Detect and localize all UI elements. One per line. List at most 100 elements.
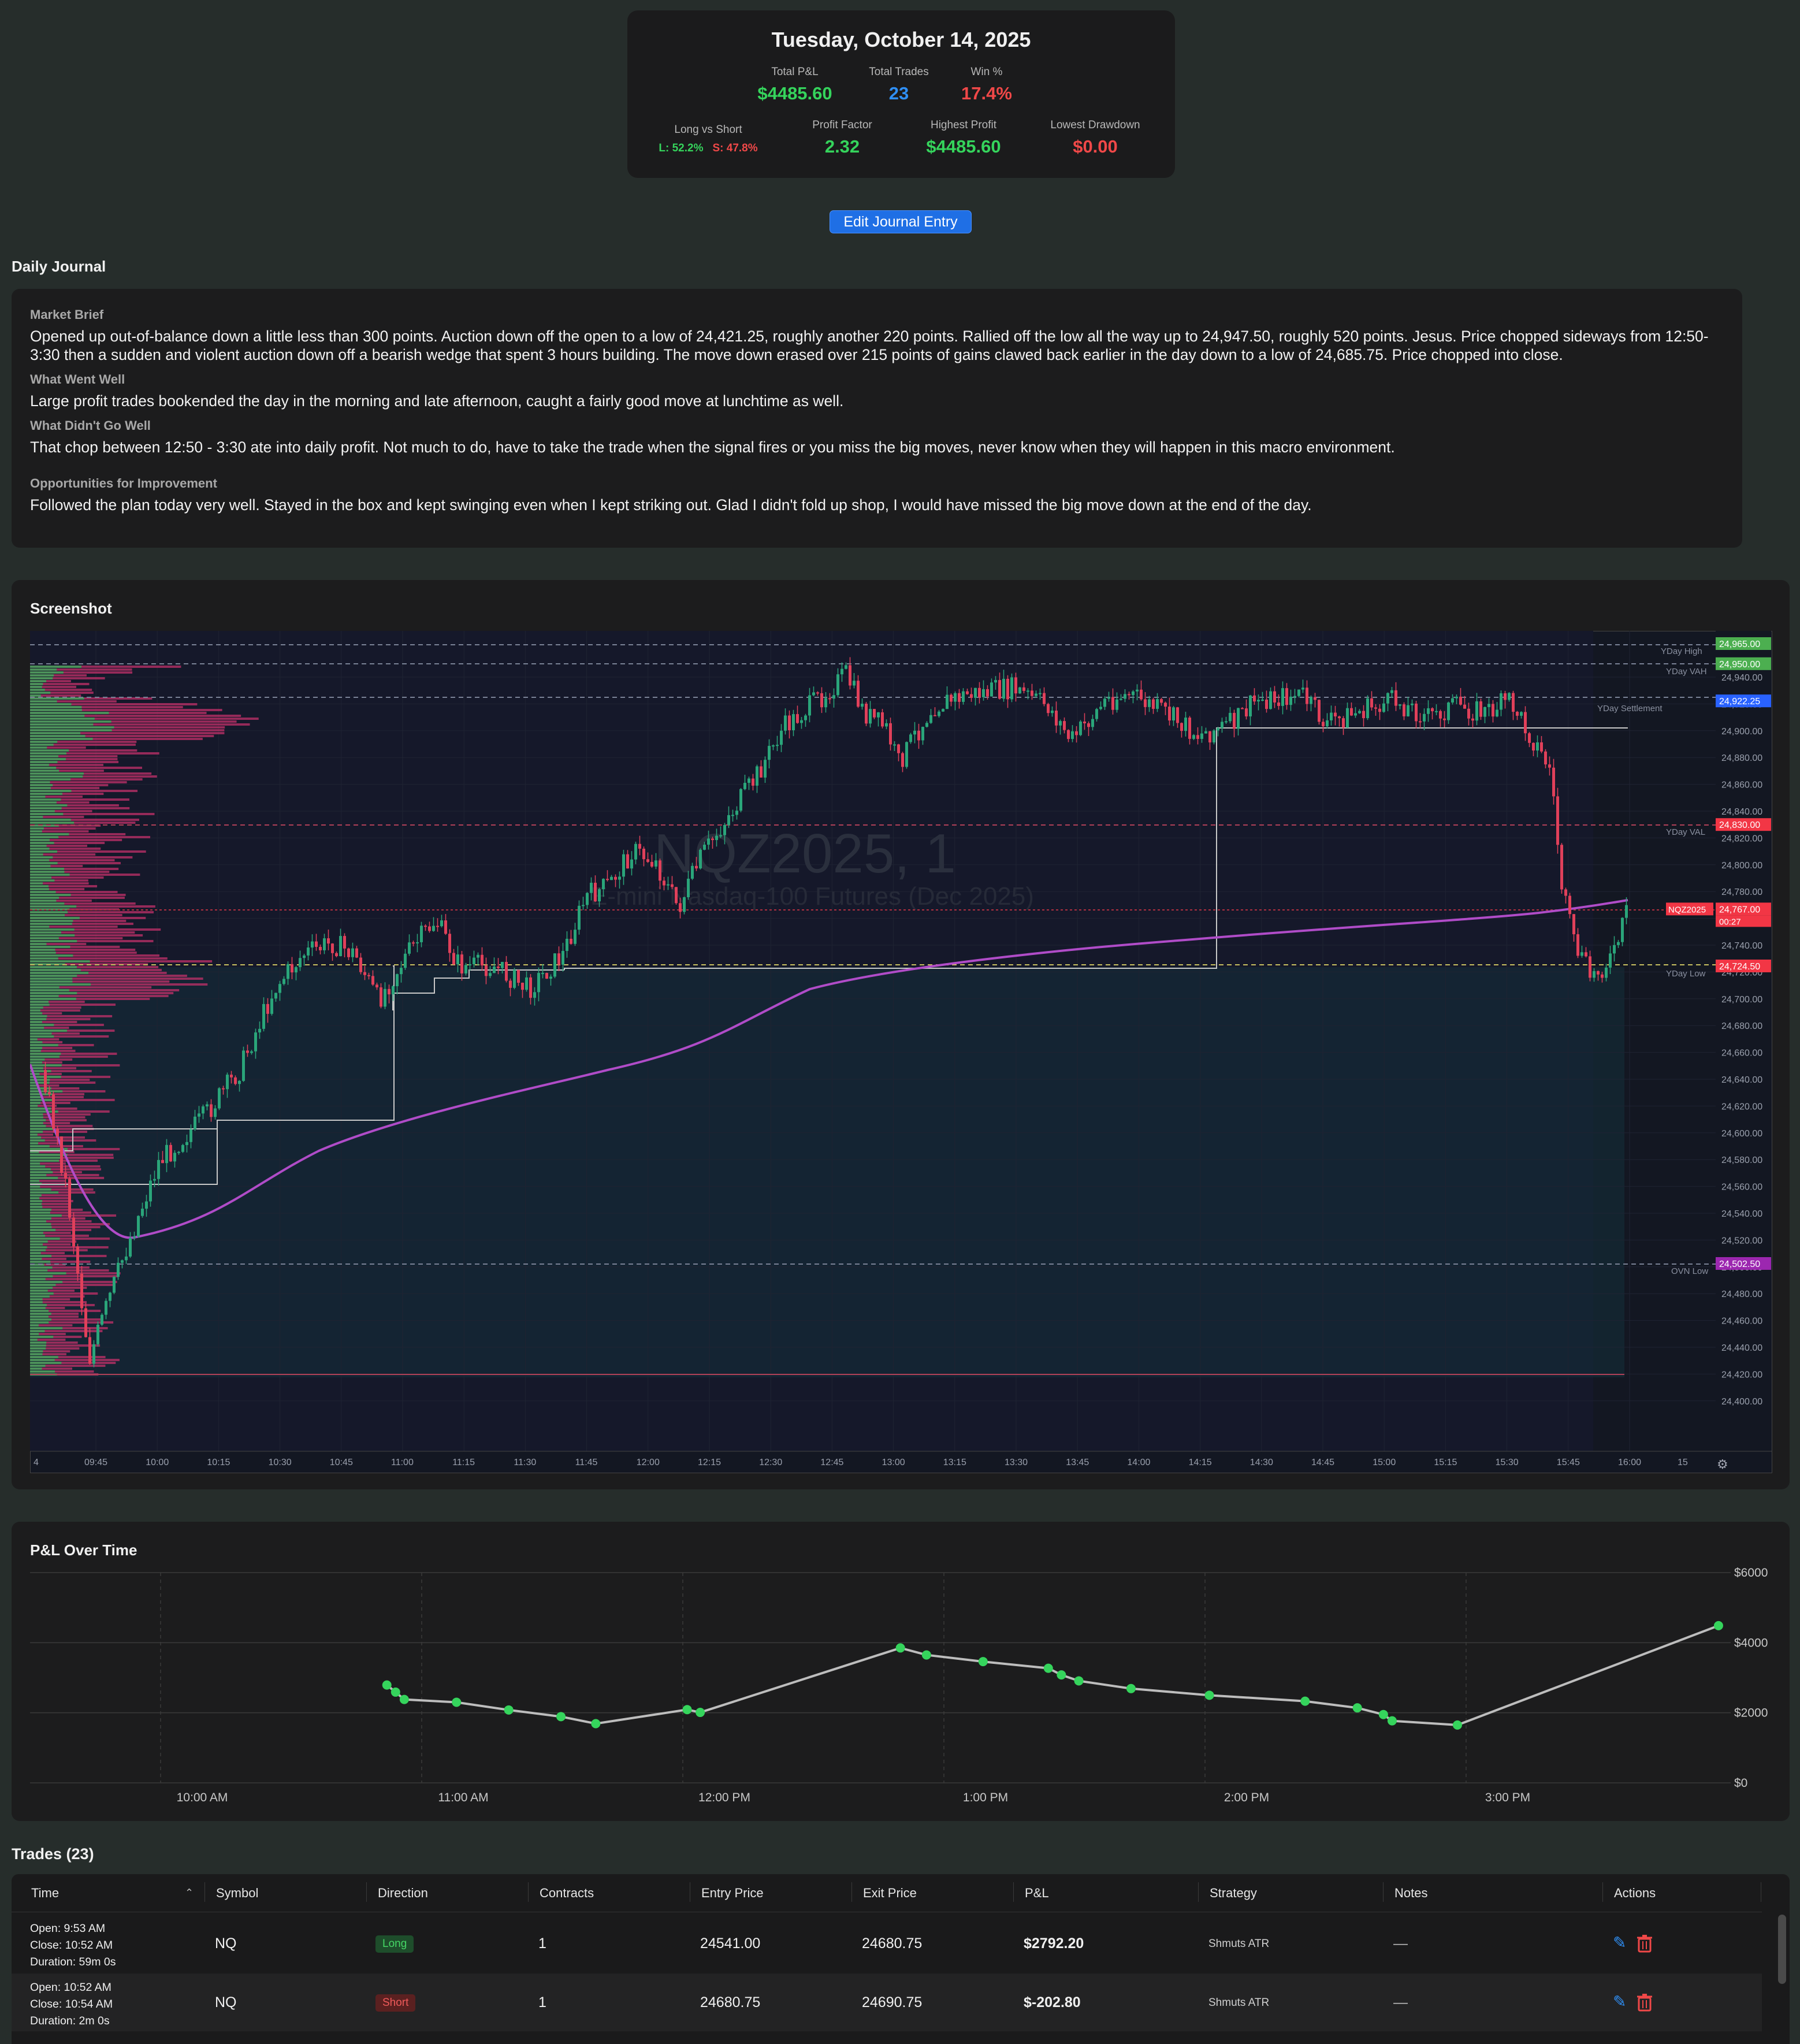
candle	[505, 961, 508, 981]
candle	[626, 854, 629, 869]
pnl-y-tick-label: $2000	[1734, 1707, 1768, 1720]
summary-date: Tuesday, October 14, 2025	[771, 28, 1031, 51]
col-contracts[interactable]: Contracts	[540, 1886, 594, 1900]
table-scrollbar[interactable]	[1778, 1915, 1786, 1984]
candle	[80, 1273, 83, 1309]
edit-pencil-icon[interactable]: ✎	[1613, 1993, 1627, 2010]
candle	[145, 1201, 148, 1209]
col-entry-price[interactable]: Entry Price	[701, 1886, 764, 1900]
price-tick-label: 24,620.00	[1721, 1102, 1762, 1112]
col-notes[interactable]: Notes	[1394, 1886, 1428, 1900]
candle	[1115, 699, 1118, 710]
screenshot-panel: Screenshot NQZ2025, 1 E-mini Nasdaq-100 …	[12, 580, 1790, 1489]
col-symbol[interactable]: Symbol	[216, 1886, 259, 1900]
col-pnl[interactable]: P&L	[1025, 1886, 1049, 1900]
candle	[262, 1004, 265, 1029]
candle	[210, 1104, 213, 1117]
pnl-series-line	[386, 1625, 1719, 1726]
candle	[1217, 728, 1219, 731]
table-row[interactable]: Open: 10:52 AM Close: 10:54 AM Duration:…	[12, 1974, 1762, 2031]
candle	[836, 674, 839, 696]
candle	[1532, 742, 1535, 751]
candle	[388, 988, 391, 995]
candle	[416, 942, 419, 943]
price-tick-label: 24,800.00	[1721, 861, 1762, 871]
candle	[897, 744, 900, 753]
candle	[1411, 703, 1414, 705]
candle	[1047, 704, 1050, 713]
candle	[1540, 742, 1543, 752]
settings-icon[interactable]: ⚙	[1717, 1457, 1728, 1471]
candle	[282, 979, 285, 984]
candle	[1257, 700, 1260, 702]
candle	[517, 969, 520, 983]
candle	[1475, 701, 1478, 721]
pnl-data-point	[504, 1705, 514, 1715]
candle	[1051, 711, 1054, 713]
price-tick-label: 24,600.00	[1721, 1129, 1762, 1139]
time-tick-label: 14:00	[1127, 1458, 1150, 1467]
candle	[1156, 699, 1159, 709]
candle	[1504, 693, 1507, 700]
candle	[380, 987, 382, 1007]
candle	[477, 954, 479, 958]
total-trades-stat: Total Trades 23	[841, 66, 957, 104]
price-tick-label: 24,480.00	[1721, 1289, 1762, 1299]
trash-icon[interactable]	[1637, 1993, 1652, 2012]
candle	[96, 1324, 99, 1344]
candle	[339, 936, 342, 956]
time-tick-label: 13:00	[882, 1458, 905, 1467]
candle	[327, 938, 330, 944]
candle	[392, 986, 395, 995]
candle	[1237, 708, 1240, 729]
improvement-label: Opportunities for Improvement	[30, 476, 217, 490]
candle	[1095, 709, 1098, 719]
candle	[646, 859, 649, 862]
level-name: YDay High	[1661, 646, 1702, 656]
edit-pencil-icon[interactable]: ✎	[1613, 1934, 1627, 1952]
trash-icon[interactable]	[1637, 1934, 1652, 1953]
col-strategy[interactable]: Strategy	[1210, 1886, 1257, 1900]
col-time[interactable]: Time	[31, 1886, 59, 1900]
candle	[760, 766, 763, 778]
col-exit-price[interactable]: Exit Price	[863, 1886, 917, 1900]
pnl-y-tick-label: $0	[1734, 1777, 1747, 1790]
candle	[254, 1032, 257, 1051]
candle	[384, 988, 386, 1007]
time-tick-label: 12:45	[820, 1458, 843, 1467]
candle	[68, 1178, 71, 1218]
level-price-text: 24,724.50	[1719, 962, 1760, 972]
trading-chart-screenshot: NQZ2025, 1 E-mini Nasdaq-100 Futures (De…	[30, 631, 1772, 1473]
candle	[594, 882, 597, 902]
candle	[946, 694, 949, 709]
went-well-label: What Went Well	[30, 372, 125, 386]
candle	[177, 1151, 180, 1153]
col-direction[interactable]: Direction	[378, 1886, 428, 1900]
candle	[440, 920, 443, 927]
notes: —	[1393, 1935, 1408, 1952]
candle	[954, 693, 957, 702]
candle	[873, 709, 876, 718]
candle	[974, 687, 977, 698]
candle	[214, 1108, 217, 1117]
countdown-text: 00:27	[1719, 917, 1741, 927]
candle	[1447, 702, 1450, 720]
candle	[1580, 952, 1583, 956]
candle	[566, 938, 568, 952]
candle	[226, 1075, 229, 1090]
candle	[1204, 731, 1207, 734]
table-row[interactable]: Open: 9:53 AM Close: 10:52 AM Duration: …	[12, 1915, 1762, 1972]
candle	[1366, 698, 1369, 719]
candle	[1221, 722, 1223, 729]
edit-journal-button[interactable]: Edit Journal Entry	[830, 210, 972, 233]
chart-watermark-name: E-mini Nasdaq-100 Futures (Dec 2025)	[590, 882, 1034, 910]
table-row[interactable]	[12, 2032, 1762, 2044]
candle	[533, 992, 536, 998]
sort-asc-icon[interactable]: ⌃	[185, 1887, 194, 1898]
level-name: YDay VAH	[1666, 667, 1707, 677]
candle	[1039, 693, 1042, 694]
candle	[1010, 677, 1013, 700]
candle	[1613, 945, 1616, 954]
price-tick-label: 24,940.00	[1721, 673, 1762, 683]
candle	[315, 941, 318, 947]
